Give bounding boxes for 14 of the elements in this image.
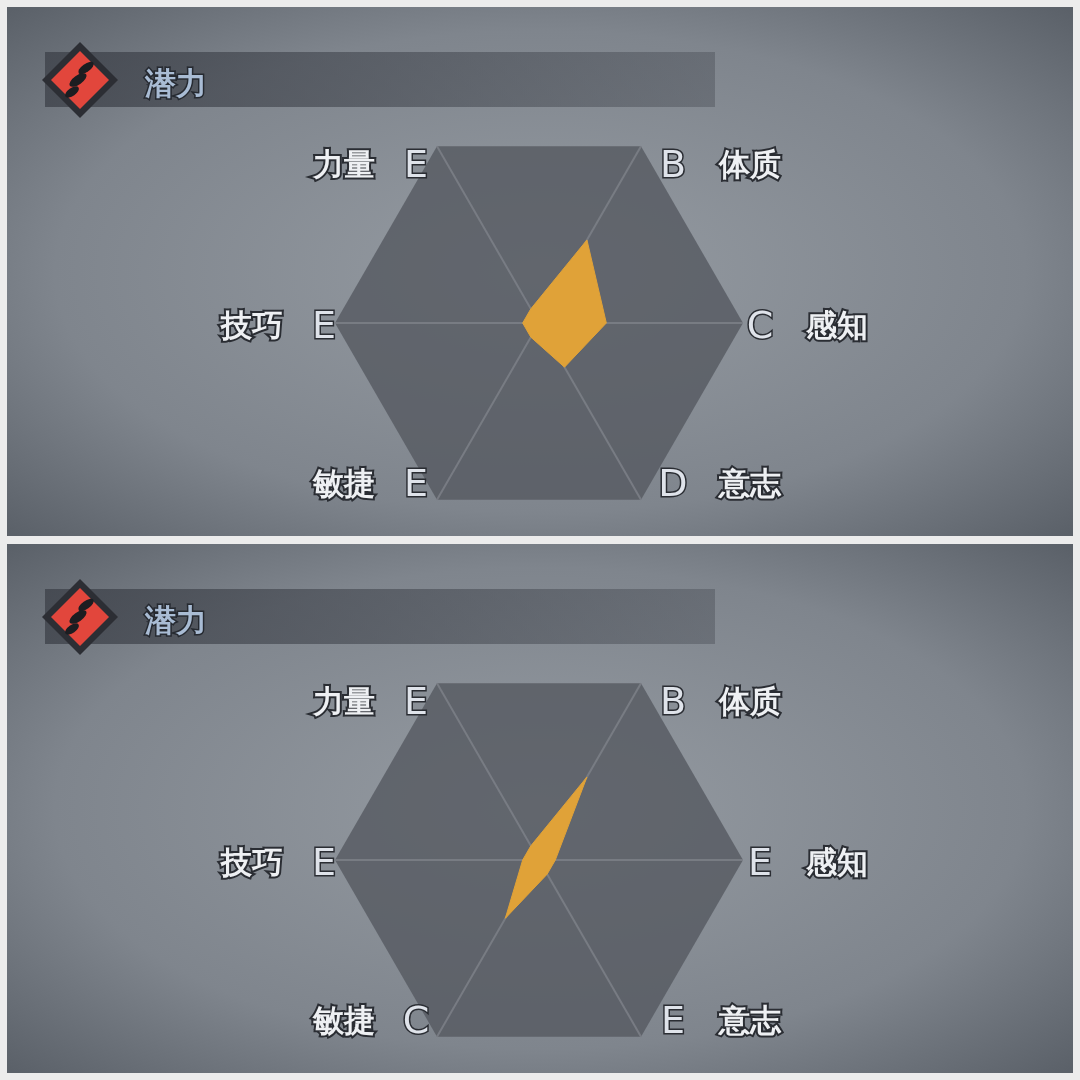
spoke-label: 敏捷 E — [312, 461, 429, 505]
chart-title: 潜力 — [144, 65, 207, 101]
spoke-label: C 感知 — [746, 303, 868, 347]
spoke-label: 敏捷 C — [312, 998, 430, 1042]
spoke-label: 技巧 E — [220, 840, 337, 884]
spoke-label: E 感知 — [747, 840, 868, 884]
chart-title: 潜力 — [144, 602, 207, 638]
spoke-label: D 意志 — [658, 461, 782, 505]
spoke-label: B 体质 — [659, 679, 781, 723]
spoke-label: B 体质 — [659, 142, 781, 186]
spoke-label: 技巧 E — [220, 303, 337, 347]
spoke-label: 力量 E — [312, 142, 429, 186]
spoke-label: 力量 E — [312, 679, 429, 723]
spoke-label: E 意志 — [660, 998, 782, 1042]
